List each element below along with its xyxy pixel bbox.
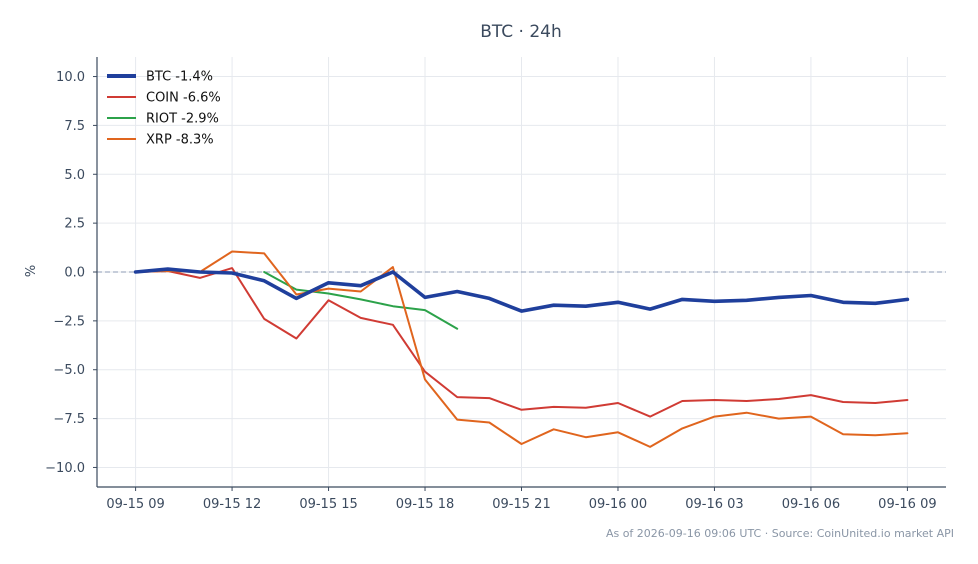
y-tick-label: 0.0 — [64, 266, 85, 281]
legend-label-riot: RIOT -2.9% — [146, 112, 219, 127]
axes-layer: 10.0 7.5 5.0 2.5 0.0 −2.5 −5.0 −7.5 −10.0 09-15 0… — [45, 57, 946, 512]
series-line-riot — [263, 271, 459, 330]
legend-label-coin: COIN -6.6% — [146, 91, 221, 106]
chart-title: BTC · 24h — [480, 22, 562, 42]
y-tick-label: 5.0 — [64, 168, 85, 183]
y-tick-label: −5.0 — [53, 363, 85, 378]
legend-label-xrp: XRP -8.3% — [146, 133, 214, 148]
series-line-xrp — [134, 250, 909, 448]
x-tick-label: 09-16 00 — [589, 497, 647, 512]
x-tick-label: 09-15 12 — [203, 497, 261, 512]
legend-label-btc: BTC -1.4% — [146, 70, 213, 85]
x-tick-label: 09-15 09 — [106, 497, 164, 512]
y-tick-label: 10.0 — [56, 70, 85, 85]
footer-source: As of 2026-09-16 09:06 UTC · Source: Coi… — [606, 527, 954, 540]
x-tick-label: 09-16 03 — [685, 497, 743, 512]
series-line-coin — [134, 267, 909, 418]
x-tick-label: 09-16 09 — [878, 497, 936, 512]
grid-layer — [97, 57, 946, 487]
y-axis-label: % — [24, 265, 39, 277]
x-tick-label: 09-15 21 — [492, 497, 550, 512]
y-tick-label: −10.0 — [45, 461, 85, 476]
x-tick-label: 09-15 18 — [396, 497, 454, 512]
y-tick-label: 2.5 — [64, 217, 85, 232]
x-tick-label: 09-16 06 — [782, 497, 840, 512]
series-layer — [133, 250, 910, 448]
series-line-btc — [133, 267, 910, 313]
y-tick-label: −2.5 — [53, 314, 85, 329]
y-tick-label: 7.5 — [64, 119, 85, 134]
x-tick-label: 09-15 15 — [299, 497, 357, 512]
y-tick-label: −7.5 — [53, 412, 85, 427]
legend: BTC -1.4% COIN -6.6% RIOT -2.9% XRP -8.3% — [107, 70, 221, 148]
